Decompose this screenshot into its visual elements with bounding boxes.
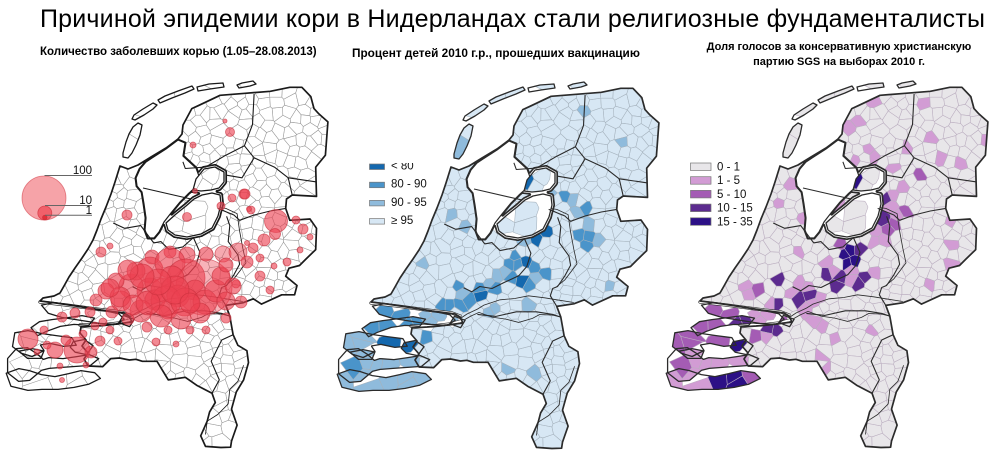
svg-text:90 - 95: 90 - 95: [391, 197, 427, 209]
svg-text:80 - 90: 80 - 90: [391, 179, 427, 191]
svg-text:1 - 5: 1 - 5: [717, 175, 740, 187]
svg-text:100: 100: [73, 165, 92, 177]
svg-text:1: 1: [86, 205, 92, 217]
svg-text:15 - 35: 15 - 35: [717, 216, 753, 228]
svg-text:5 - 10: 5 - 10: [717, 189, 746, 201]
svg-text:< 80: < 80: [391, 163, 414, 173]
svg-text:0 - 1: 0 - 1: [717, 162, 740, 174]
svg-text:≥ 95: ≥ 95: [391, 215, 413, 227]
svg-text:10: 10: [79, 195, 92, 207]
svg-text:10 - 15: 10 - 15: [717, 203, 753, 215]
